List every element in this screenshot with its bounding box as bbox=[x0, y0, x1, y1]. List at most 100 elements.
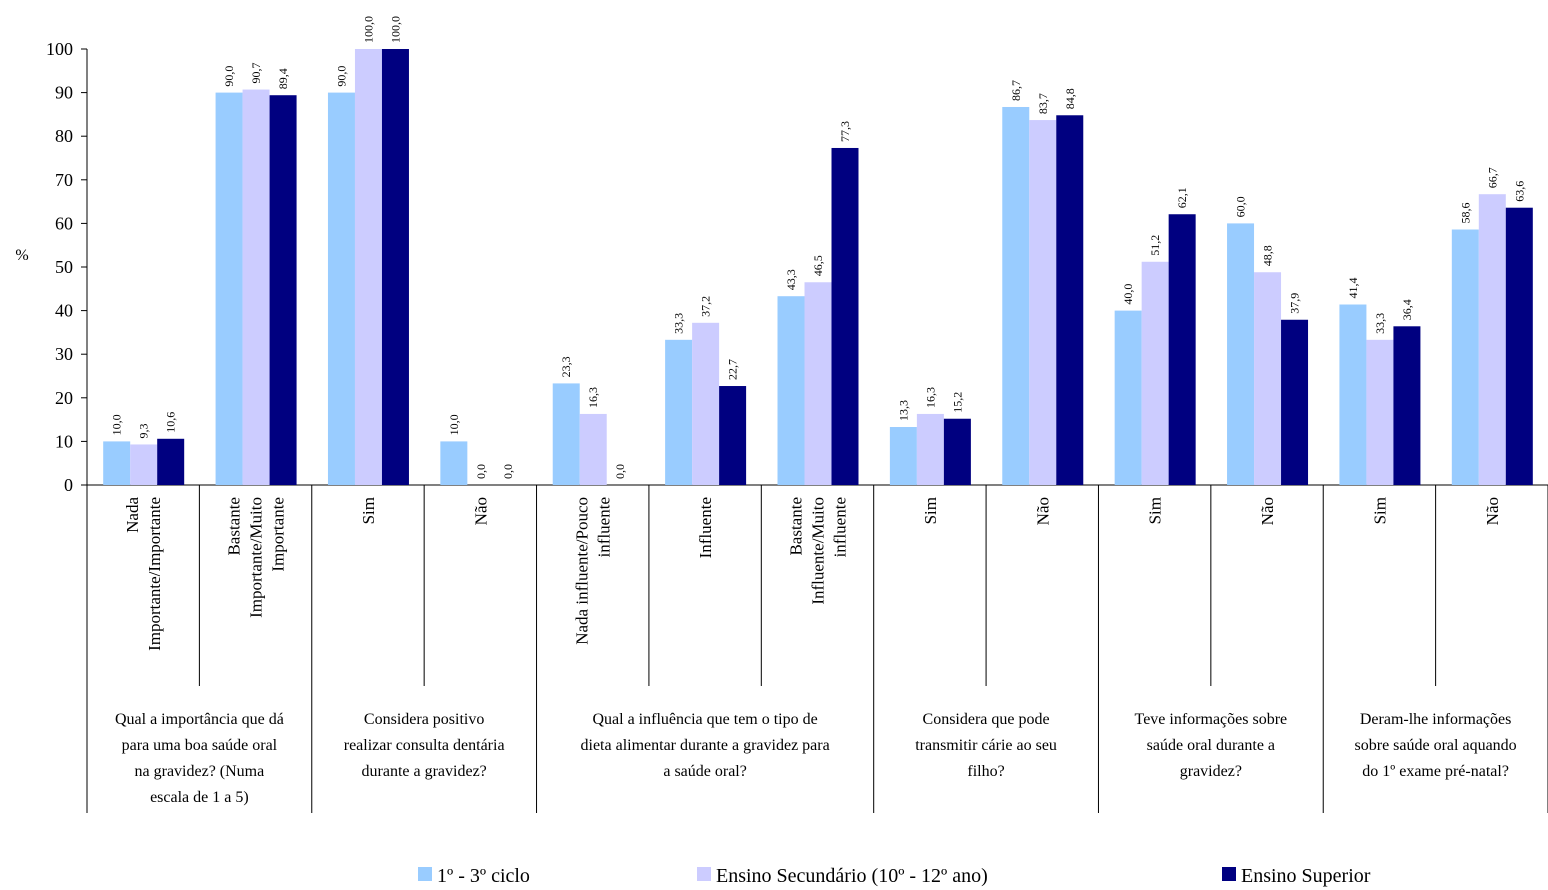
data-label: 84,8 bbox=[1063, 88, 1077, 109]
bar bbox=[804, 282, 832, 485]
legend-swatch bbox=[1222, 867, 1236, 881]
y-axis-label: % bbox=[15, 247, 28, 264]
bar bbox=[215, 92, 243, 485]
data-label: 43,3 bbox=[784, 269, 798, 290]
group-label: Deram-lhe informações bbox=[1360, 711, 1511, 728]
data-label: 37,2 bbox=[699, 296, 713, 317]
group-label: Teve informações sobre bbox=[1135, 711, 1288, 728]
bar bbox=[1002, 106, 1030, 485]
data-label: 13,3 bbox=[896, 400, 910, 421]
chart-group-labels: Qual a importância que dá para uma boa sa… bbox=[115, 711, 1517, 806]
bar bbox=[1478, 194, 1506, 486]
category-label: Bastante bbox=[225, 497, 244, 556]
bar bbox=[327, 92, 355, 485]
group-label: Considera positivo bbox=[364, 711, 484, 728]
y-tick-label: 10 bbox=[55, 431, 73, 451]
data-label: 66,7 bbox=[1485, 167, 1499, 188]
y-tick-label: 40 bbox=[55, 301, 73, 321]
category-label: Não bbox=[1258, 497, 1277, 525]
bar bbox=[242, 89, 270, 485]
bar bbox=[552, 383, 580, 485]
y-tick-label: 70 bbox=[55, 170, 73, 190]
bar bbox=[943, 418, 971, 485]
group-label: na gravidez? (Numa bbox=[135, 763, 265, 780]
bar bbox=[692, 322, 720, 485]
legend-label: Ensino Superior bbox=[1241, 865, 1371, 887]
group-label: sobre saúde oral aquando bbox=[1355, 737, 1517, 754]
data-label: 10,0 bbox=[447, 414, 461, 435]
legend-swatch bbox=[418, 867, 432, 881]
data-label: 90,7 bbox=[249, 63, 263, 84]
category-label: Nada bbox=[123, 497, 142, 533]
category-label: Influente/Muito bbox=[809, 497, 828, 605]
data-label: 63,6 bbox=[1512, 181, 1526, 202]
bar bbox=[1505, 207, 1533, 486]
data-label: 36,4 bbox=[1400, 299, 1414, 320]
data-label: 46,5 bbox=[811, 255, 825, 276]
bar bbox=[665, 339, 693, 485]
data-label: 0,0 bbox=[501, 464, 515, 479]
bar bbox=[354, 49, 382, 485]
data-label: 9,3 bbox=[137, 423, 151, 438]
data-label: 100,0 bbox=[388, 16, 402, 43]
data-label: 37,9 bbox=[1288, 293, 1302, 314]
group-label: Considera que pode bbox=[923, 711, 1050, 728]
data-label: 33,3 bbox=[1373, 313, 1387, 334]
bar bbox=[1029, 120, 1057, 486]
chart-data-labels: 10,0 90,0 90,0 10,0 23,3 33,3 43,3 13,3 86,7 40,0… bbox=[110, 16, 1527, 479]
y-tick-label: 0 bbox=[64, 475, 73, 495]
group-label: Qual a influência que tem o tipo de bbox=[592, 711, 817, 728]
group-label: realizar consulta dentária bbox=[344, 737, 505, 754]
bar bbox=[1281, 319, 1309, 485]
data-label: 77,3 bbox=[838, 121, 852, 142]
bar bbox=[916, 413, 944, 485]
bar bbox=[1168, 214, 1196, 485]
group-label: do 1º exame pré-natal? bbox=[1362, 763, 1509, 780]
bar bbox=[1254, 272, 1282, 485]
data-label: 40,0 bbox=[1121, 284, 1135, 305]
category-label: influente bbox=[595, 497, 614, 557]
group-label: saúde oral durante a bbox=[1147, 737, 1275, 754]
group-label: gravidez? bbox=[1180, 763, 1242, 780]
data-label: 41,4 bbox=[1346, 277, 1360, 298]
data-label: 90,0 bbox=[334, 66, 348, 87]
category-label: Sim bbox=[359, 497, 378, 524]
group-label: escala de 1 a 5) bbox=[150, 789, 249, 806]
category-label: Importante bbox=[269, 497, 288, 572]
y-tick-label: 20 bbox=[55, 388, 73, 408]
chart-bars bbox=[103, 49, 1533, 486]
group-label: filho? bbox=[967, 763, 1004, 780]
y-tick-label: 30 bbox=[55, 344, 73, 364]
category-label: Importante/Importante bbox=[145, 497, 164, 651]
group-label: durante a gravidez? bbox=[362, 763, 487, 780]
data-label: 16,3 bbox=[586, 387, 600, 408]
bar bbox=[381, 49, 409, 485]
legend-swatch bbox=[697, 867, 711, 881]
bar bbox=[1366, 339, 1394, 485]
data-label: 89,4 bbox=[276, 68, 290, 89]
bar bbox=[1141, 261, 1169, 485]
bar bbox=[719, 386, 747, 485]
data-label: 16,3 bbox=[923, 387, 937, 408]
bar bbox=[1227, 223, 1255, 485]
bar bbox=[440, 441, 468, 485]
data-label: 60,0 bbox=[1234, 196, 1248, 217]
bar bbox=[1339, 304, 1367, 485]
y-tick-label: 100 bbox=[46, 39, 73, 59]
legend-label: 1º - 3º ciclo bbox=[437, 865, 530, 887]
group-label: a saúde oral? bbox=[663, 763, 747, 780]
group-label: dieta alimentar durante a gravidez para bbox=[581, 737, 830, 754]
data-label: 23,3 bbox=[559, 356, 573, 377]
group-label: para uma boa saúde oral bbox=[122, 737, 278, 754]
bar bbox=[1114, 310, 1142, 485]
bar bbox=[579, 413, 607, 485]
legend-label: Ensino Secundário (10º - 12º ano) bbox=[716, 865, 988, 887]
data-label: 51,2 bbox=[1148, 235, 1162, 256]
bar bbox=[103, 441, 131, 485]
category-label: Nada influente/Pouco bbox=[573, 497, 592, 645]
data-label: 58,6 bbox=[1458, 203, 1472, 224]
data-label: 0,0 bbox=[613, 464, 627, 479]
data-label: 62,1 bbox=[1175, 187, 1189, 208]
category-label: Sim bbox=[1370, 497, 1389, 524]
